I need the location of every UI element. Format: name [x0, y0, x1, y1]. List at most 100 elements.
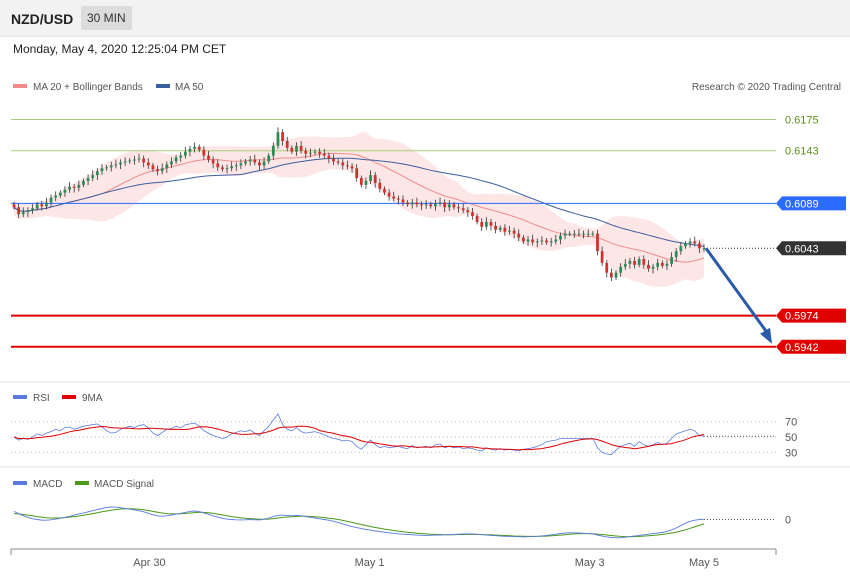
candle-body [290, 147, 294, 152]
candle-body [378, 182, 382, 189]
legend-rsi-ma: 9MA [82, 393, 103, 404]
candle-body [170, 161, 173, 165]
symbol-label: NZD/USD [11, 11, 74, 27]
candle-body [21, 212, 25, 215]
candle-body [415, 202, 419, 205]
candle-body [45, 202, 48, 207]
candle-body [248, 159, 252, 162]
x-tick-label: Apr 30 [133, 557, 165, 569]
candle-body [128, 160, 132, 162]
candle-body [461, 208, 465, 211]
rsi-tick-70: 70 [785, 417, 797, 429]
candle-body [586, 233, 590, 235]
candle-body [684, 243, 687, 247]
candle-body [697, 243, 701, 249]
candle-body [531, 239, 535, 243]
candle-body [396, 198, 400, 200]
candle-body [554, 239, 558, 242]
legend-swatch-ma50 [156, 84, 170, 88]
candle-body [610, 272, 613, 278]
candle-body [72, 186, 76, 188]
candle-body [332, 158, 335, 162]
x-tick-label: May 5 [689, 557, 719, 569]
candle-body [568, 233, 572, 235]
candle-body [572, 233, 576, 235]
candle-body [244, 161, 247, 164]
candle-body [387, 192, 391, 197]
candle-body [12, 204, 16, 208]
x-tick-label: May 3 [575, 557, 605, 569]
candle-body [526, 239, 530, 242]
candle-body [438, 202, 442, 204]
candle-body [512, 230, 516, 234]
candle-body [271, 145, 275, 156]
candle-body [628, 260, 632, 264]
candle-body [202, 149, 206, 156]
candle-body [230, 166, 234, 169]
candle-body [156, 169, 159, 172]
legend-swatch-macd-signal [75, 481, 89, 485]
candle-body [304, 150, 308, 154]
legend-ma50: MA 50 [175, 82, 204, 93]
candle-body [383, 188, 386, 193]
candle-body [109, 165, 113, 168]
candle-body [77, 184, 81, 188]
candle-body [503, 227, 507, 232]
candle-body [63, 189, 67, 193]
candle-body [373, 175, 377, 183]
ma50-line [13, 157, 705, 247]
legend-macd-signal: MACD Signal [94, 479, 154, 490]
candle-body [346, 165, 349, 167]
candle-body [466, 210, 470, 213]
price-tag-5 [776, 339, 846, 354]
candle-body [619, 266, 623, 273]
candle-body [253, 159, 257, 163]
chart-header: NZD/USD 30 MIN [0, 0, 850, 37]
candle-body [137, 158, 141, 160]
price-panel: MA 20 + Bollinger Bands MA 50 Research © 2… [0, 82, 850, 468]
candle-body [637, 258, 641, 265]
candle-body [299, 145, 303, 151]
timestamp: Monday, May 4, 2020 12:25:04 PM CET [13, 42, 227, 56]
legend-macd: MACD [33, 479, 62, 490]
candle-body [605, 262, 609, 273]
candle-body [295, 145, 298, 152]
legend-swatch-rsi [13, 395, 27, 399]
candle-body [336, 161, 340, 163]
candle-body [660, 262, 664, 266]
candle-body [313, 151, 317, 153]
price-tag-label-1: 0.6143 [785, 146, 819, 158]
price-tag-label-0: 0.6175 [785, 115, 819, 127]
candle-body [670, 257, 673, 264]
candle-body [119, 162, 122, 165]
candle-body [211, 159, 215, 164]
ma20-line [13, 152, 705, 263]
candle-body [392, 196, 396, 199]
candle-body [142, 158, 146, 163]
candle-body [183, 151, 187, 156]
candle-body [359, 178, 363, 185]
candle-body [82, 180, 85, 185]
candle-body [341, 162, 345, 166]
price-tag-label-3: 0.6043 [785, 243, 819, 255]
candle-body [623, 263, 627, 267]
macd-tick-0: 0 [785, 515, 791, 527]
rsi-ma-line [13, 425, 705, 451]
candle-body [216, 163, 220, 168]
candle-body [401, 199, 405, 203]
macd-panel: MACD MACD Signal 0 [13, 479, 791, 539]
candle-body [267, 155, 271, 162]
candle-body [91, 175, 95, 179]
candle-body [49, 197, 53, 203]
candle-body [350, 166, 354, 169]
interval-button[interactable]: 30 MIN [81, 6, 132, 30]
rsi-tick-50: 50 [785, 432, 797, 444]
candle-body [549, 241, 553, 243]
candle-body [355, 168, 359, 179]
candle-body [105, 167, 108, 169]
candle-body [327, 155, 331, 159]
candle-body [207, 155, 210, 160]
rsi-tick-30: 30 [785, 447, 797, 459]
candle-body [429, 204, 433, 207]
candle-body [498, 227, 502, 230]
